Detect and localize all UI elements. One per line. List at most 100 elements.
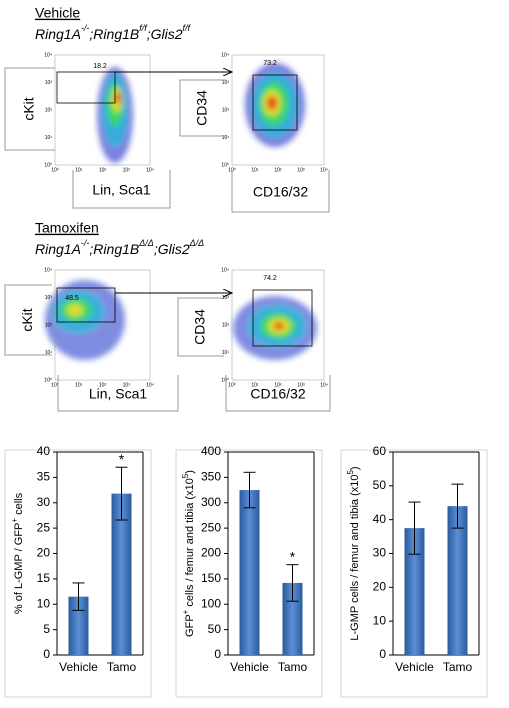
flow-x-tick: 10¹ [75,382,83,388]
flow-x-tick: 10² [274,167,282,173]
y-tick-label: 25 [37,520,51,534]
density-blob [67,304,83,316]
gate-value: 74.2 [263,275,277,282]
y-tick-label: 20 [373,580,387,594]
y-tick-label: 20 [37,546,51,560]
flow-x-tick: 10⁰ [51,167,59,173]
significance: * [119,451,125,467]
y-label-part: ) [184,470,196,474]
flow-y-tick: 10³ [45,295,53,301]
flow-y-tick: 10⁰ [44,377,52,383]
gate-value: 48.5 [65,295,79,302]
genotype-sup: -/- [81,238,90,248]
flow-x-tick: 10¹ [251,167,259,173]
y-tick-label: 30 [37,495,51,509]
y-label-part: cells / femur and tibia (x10 [184,478,196,609]
flow-y-tick: 10⁴ [44,52,52,58]
flow-y-tick: 10³ [45,80,53,86]
genotype-sup: -/- [81,23,90,33]
gate-value: 18.2 [93,63,107,70]
y-tick-label: 50 [373,478,387,492]
y-tick-label: 0 [214,647,221,661]
flow-xlabel: CD16/32 [250,386,305,402]
flow-xlabel: Lin, Sca1 [92,182,151,198]
gate-value: 73.2 [263,60,277,67]
flow-xlabel: Lin, Sca1 [89,386,148,402]
x-tick-label: Vehicle [59,660,98,674]
genotype-part: Ring1A [35,26,81,42]
flow-y-tick: 10⁰ [44,162,52,168]
y-tick-label: 35 [37,470,51,484]
flow-x-tick: 10⁴ [320,382,328,388]
y-tick-label: 40 [373,512,387,526]
flow-y-tick: 10² [45,322,53,328]
density [233,296,317,360]
panel-label: Vehicle [35,5,80,21]
y-tick-label: 5 [43,622,50,636]
flow-x-tick: 10⁴ [320,167,328,173]
flow-y-tick: 10⁴ [221,52,229,58]
flow-x-tick: 10⁴ [146,167,154,173]
density-blob [115,92,121,104]
y-label-part: GFP [184,614,196,637]
x-tick-label: Tamo [107,660,137,674]
y-tick-label: 200 [201,546,221,560]
flow-ylabel: CD34 [192,309,208,345]
y-label-part: L-GMP cells / femur and tibia (x10 [349,475,361,641]
y-tick-label: 250 [201,520,221,534]
flow-x-tick: 10⁴ [146,382,154,388]
genotype-sup: Δ/Δ [189,238,205,248]
flow-y-tick: 10² [222,322,230,328]
y-tick-label: 10 [37,596,51,610]
flow-ylabel: CD34 [194,90,210,126]
y-label-part: ) [349,466,361,470]
panel-label: Tamoxifen [35,220,99,236]
x-tick-label: Tamo [278,660,308,674]
y-axis-label: L-GMP cells / femur and tibia (x105) [346,466,361,640]
y-tick-label: 400 [201,444,221,458]
y-tick-label: 50 [208,622,222,636]
y-tick-label: 300 [201,495,221,509]
flow-y-tick: 10² [222,107,230,113]
density [245,63,305,147]
y-tick-label: 40 [37,444,51,458]
y-tick-label: 350 [201,470,221,484]
x-tick-label: Vehicle [230,660,269,674]
flow-x-tick: 10³ [297,167,305,173]
flow-y-tick: 10³ [222,80,230,86]
flow-y-tick: 10² [45,107,53,113]
density-blob [267,96,277,110]
x-tick-label: Vehicle [395,660,434,674]
y-tick-label: 30 [373,546,387,560]
y-tick-label: 150 [201,571,221,585]
bar [240,490,260,655]
genotype-part: Ring1A [35,241,81,257]
flow-y-tick: 10⁰ [221,377,229,383]
flow-y-tick: 10⁴ [44,267,52,273]
flow-y-tick: 10⁴ [221,267,229,273]
genotype-part: ;Ring1B [89,241,139,257]
y-tick-label: 0 [379,647,386,661]
flow-ylabel: cKit [21,97,37,120]
y-tick-label: 10 [373,613,387,627]
flow-y-tick: 10⁰ [221,162,229,168]
y-label-part: cells [13,492,25,518]
flow-x-tick: 10³ [123,167,131,173]
genotype: Ring1A-/-​;Ring1BΔ/Δ​;Glis2Δ/Δ​ [35,238,204,256]
flow-y-tick: 10¹ [222,350,230,356]
x-tick-label: Tamo [443,660,473,674]
y-tick-label: 60 [373,444,387,458]
y-axis-label: % of L-GMP / GFP+ cells [10,492,25,614]
y-tick-label: 15 [37,571,51,585]
flow-x-tick: 10² [99,167,107,173]
y-label-part: % of L-GMP / GFP [13,523,25,615]
flow-x-tick: 10¹ [75,167,83,173]
y-axis-label: GFP+ cells / femur and tibia (x105) [181,470,196,637]
genotype-sup: f/f [183,23,192,33]
figure: Vehicle Ring1A-/-​;Ring1Bf/f​;Glis2f/f​ 10… [0,0,509,708]
genotype-part: ;Glis2 [154,241,190,257]
flow-y-tick: 10¹ [45,135,53,141]
genotype: Ring1A-/-​;Ring1Bf/f​;Glis2f/f​ [35,23,192,41]
genotype-sup: Δ/Δ [138,238,154,248]
flow-xlabel: CD16/32 [253,184,308,200]
